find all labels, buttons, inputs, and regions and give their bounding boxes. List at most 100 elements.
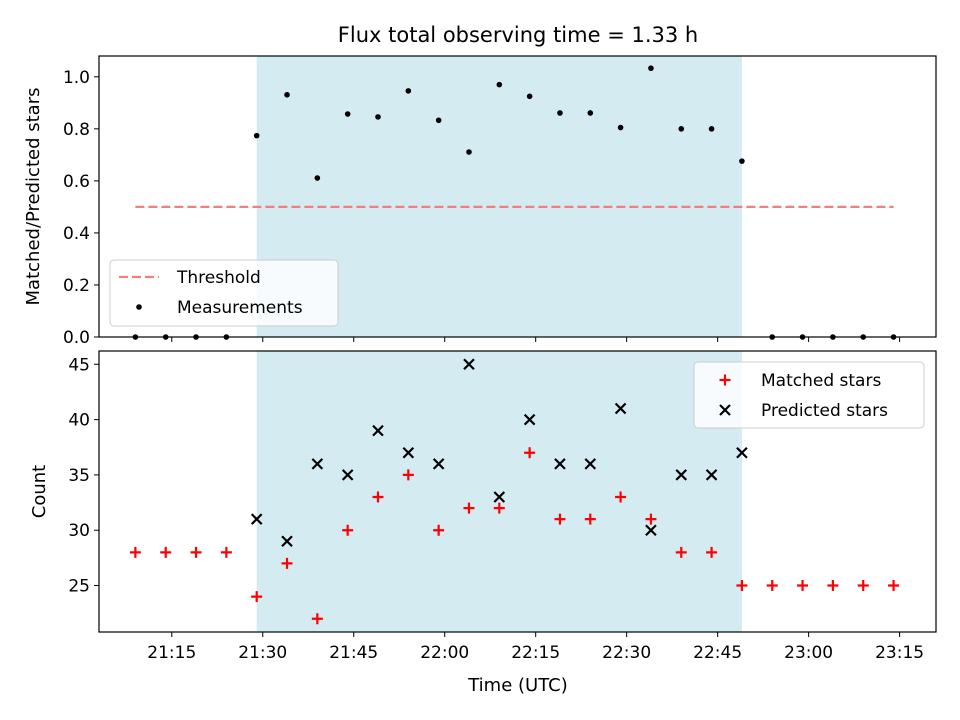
predicted-stars-point	[281, 535, 293, 548]
legend-measurements-swatch	[136, 304, 142, 310]
predicted-stars-point	[341, 469, 354, 481]
measurement-point	[587, 110, 594, 116]
predicted-stars-point	[432, 458, 445, 470]
legend-predicted-swatch	[719, 404, 731, 416]
legend-threshold-label: Threshold	[176, 268, 261, 288]
measurement-point	[435, 117, 442, 124]
legend-box	[693, 361, 925, 429]
y-tick-label: 35	[68, 466, 90, 486]
matched-stars-point	[281, 557, 293, 569]
legend-measurements-label: Measurements	[177, 298, 303, 318]
measurement-point	[708, 126, 715, 132]
predicted-stars-point	[614, 402, 627, 415]
matched-stars-point	[554, 513, 566, 525]
y-tick-label: 0.0	[63, 328, 90, 348]
measurement-point	[314, 175, 321, 181]
x-tick-label: 22:00	[420, 643, 469, 663]
matched-stars-point	[493, 502, 505, 514]
measurement-point	[375, 114, 381, 120]
legend-top: Threshold Measurements	[109, 259, 339, 327]
matched-stars-point	[251, 591, 263, 603]
predicted-stars-point	[523, 413, 536, 426]
x-tick-label: 21:45	[329, 643, 378, 663]
predicted-stars-point	[736, 447, 748, 459]
predicted-stars-point	[705, 469, 718, 481]
measurement-point	[739, 158, 745, 164]
x-tick-label: 21:30	[238, 643, 287, 663]
measurement-point	[557, 110, 563, 116]
measurement-point	[405, 88, 412, 94]
y-tick-label: 45	[68, 355, 90, 375]
predicted-stars-point	[311, 458, 324, 470]
legend-bottom: Matched stars Predicted stars	[693, 361, 925, 429]
predicted-stars-point	[554, 458, 566, 470]
x-axis-label: Time (UTC)	[467, 675, 568, 696]
matched-stars-point	[584, 513, 596, 525]
matched-stars-point	[706, 546, 718, 558]
chart-title: Flux total observing time = 1.33 h	[338, 23, 698, 47]
matched-stars-point	[372, 491, 384, 503]
measurement-point	[648, 65, 654, 72]
matched-stars-point	[433, 524, 445, 536]
y-tick-label: 0.4	[63, 224, 90, 244]
observing-window-band	[256, 351, 742, 632]
measurement-point	[526, 93, 533, 100]
measurement-point	[678, 126, 685, 132]
matched-stars-point	[827, 580, 839, 592]
matched-stars-point	[129, 546, 141, 558]
matched-stars-point	[311, 613, 323, 625]
y-axis-label: Matched/Predicted stars	[23, 88, 44, 306]
matched-stars-point	[463, 502, 475, 514]
legend-box	[109, 259, 339, 327]
x-tick-label: 22:45	[693, 643, 742, 663]
matched-stars-point	[645, 513, 657, 525]
matched-stars-point	[524, 447, 536, 459]
matched-stars-point	[797, 580, 809, 592]
legend-predicted-label: Predicted stars	[761, 401, 888, 421]
measurement-point	[617, 124, 624, 131]
predicted-stars-point	[493, 491, 506, 503]
matched-stars-point	[888, 580, 900, 592]
y-tick-label: 0.6	[63, 172, 90, 192]
y-tick-label: 30	[68, 521, 90, 541]
y-tick-label: 0.8	[63, 120, 90, 140]
y-tick-label: 1.0	[63, 68, 90, 88]
x-tick-label: 21:15	[147, 643, 196, 663]
x-tick-label: 22:15	[511, 643, 560, 663]
measurement-point	[344, 111, 351, 117]
x-tick-label: 23:15	[875, 643, 924, 663]
measurement-point	[253, 132, 260, 139]
y-axis-label: Count	[29, 465, 50, 518]
measurement-point	[496, 81, 503, 88]
y-tick-label: 0.2	[63, 276, 90, 296]
matched-stars-point	[190, 546, 202, 558]
matched-stars-point	[342, 524, 354, 536]
predicted-stars-point	[584, 458, 597, 470]
matched-stars-point	[675, 546, 687, 558]
matched-stars-point	[766, 580, 778, 592]
predicted-stars-point	[675, 469, 688, 481]
predicted-stars-point	[372, 424, 384, 437]
predicted-stars-point	[250, 513, 263, 525]
predicted-stars-point	[463, 358, 475, 371]
matched-stars-point	[857, 580, 869, 592]
matched-stars-point	[160, 546, 172, 558]
matched-stars-point	[736, 580, 748, 592]
y-tick-label: 40	[68, 411, 90, 431]
predicted-stars-point	[645, 524, 657, 536]
measurement-point	[466, 149, 472, 155]
matched-stars-point	[402, 469, 414, 481]
bottom-panel: 21:15 21:30 21:45 22:00 22:15 22:30 22:45 23:00…	[29, 350, 937, 663]
predicted-stars-point	[402, 447, 415, 459]
x-tick-label: 22:30	[602, 643, 651, 663]
measurement-point	[284, 91, 290, 98]
y-tick-label: 25	[68, 577, 90, 597]
x-tick-label: 23:00	[784, 643, 833, 663]
axes-frame	[98, 55, 937, 338]
legend-matched-swatch	[719, 374, 731, 386]
matched-stars-point	[615, 491, 627, 503]
top-panel: 0.0 0.2 0.4 0.6 0.8 1.0 Matched/Predicted star…	[23, 55, 937, 348]
legend-matched-label: Matched stars	[761, 371, 881, 391]
matched-stars-point	[220, 546, 232, 558]
